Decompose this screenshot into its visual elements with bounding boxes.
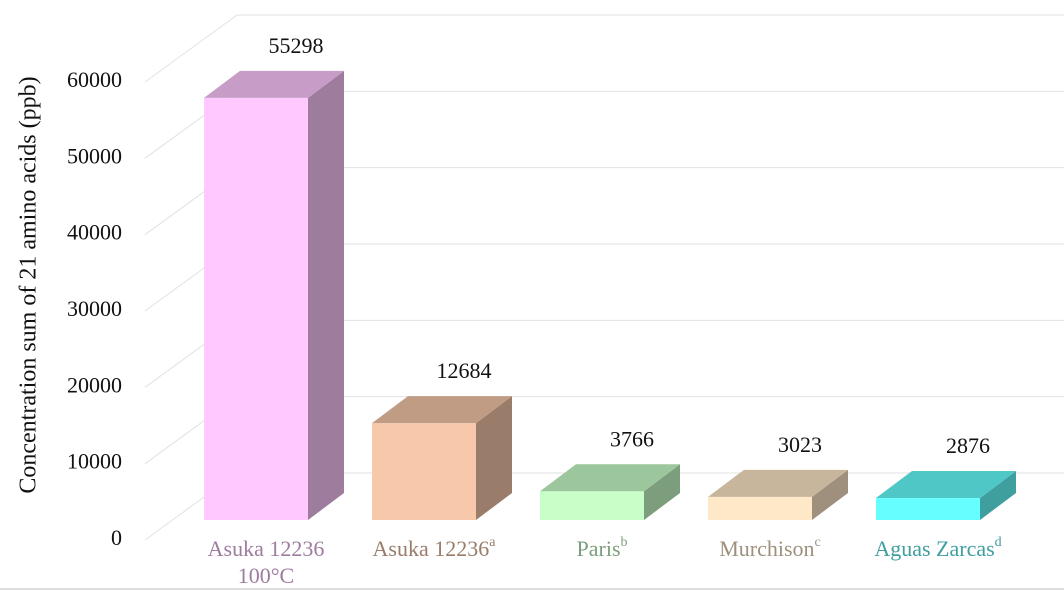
bar-top	[204, 70, 344, 98]
bar	[540, 464, 680, 520]
x-tick-sublabel: 100°C	[238, 563, 294, 588]
category-name: Aguas Zarcas	[874, 536, 994, 561]
y-tick-label: 10000	[67, 449, 122, 474]
category-name: Paris	[577, 536, 621, 561]
x-tick-label: Aguas Zarcasd	[874, 535, 1001, 561]
value-label: 3766	[610, 426, 654, 451]
bar	[372, 396, 512, 520]
bar-top	[372, 396, 512, 424]
bar	[708, 469, 848, 520]
value-label: 55298	[269, 33, 324, 58]
bar-front	[876, 498, 980, 520]
bar-side	[308, 70, 344, 520]
value-label: 12684	[437, 358, 492, 383]
x-tick-label: Asuka 12236a	[373, 535, 497, 561]
bar-front	[372, 423, 476, 520]
value-label: 3023	[778, 432, 822, 457]
category-name: Asuka 12236	[373, 536, 490, 561]
grid-line	[144, 14, 238, 83]
bar-top	[876, 471, 1016, 499]
bar-front	[540, 491, 644, 520]
category-name: Asuka 12236	[208, 536, 325, 561]
bar-front	[708, 496, 812, 520]
category-superscript: a	[489, 535, 496, 550]
y-tick-label: 40000	[67, 220, 122, 245]
y-tick-label: 50000	[67, 143, 122, 168]
y-tick-label: 30000	[67, 296, 122, 321]
x-tick-label: Asuka 12236	[208, 536, 325, 561]
category-superscript: c	[815, 535, 821, 550]
x-tick-label: Murchisonc	[719, 535, 821, 561]
bar-top	[540, 464, 680, 492]
bar-side	[644, 464, 680, 520]
bar-top	[708, 469, 848, 497]
y-tick-label: 20000	[67, 372, 122, 397]
bar	[876, 471, 1016, 520]
category-name: Murchison	[719, 536, 814, 561]
y-tick-label: 60000	[67, 67, 122, 92]
category-superscript: d	[995, 535, 1002, 550]
category-superscript: b	[621, 535, 628, 550]
bar-front	[204, 97, 308, 520]
bar	[204, 70, 344, 520]
value-label: 2876	[946, 433, 990, 458]
y-tick-label: 0	[111, 525, 122, 550]
bar-side	[980, 471, 1016, 520]
y-axis-label: Concentration sum of 21 amino acids (ppb…	[16, 76, 42, 493]
x-tick-label: Parisb	[577, 535, 628, 561]
bar-side	[476, 396, 512, 520]
bar-side	[812, 469, 848, 520]
